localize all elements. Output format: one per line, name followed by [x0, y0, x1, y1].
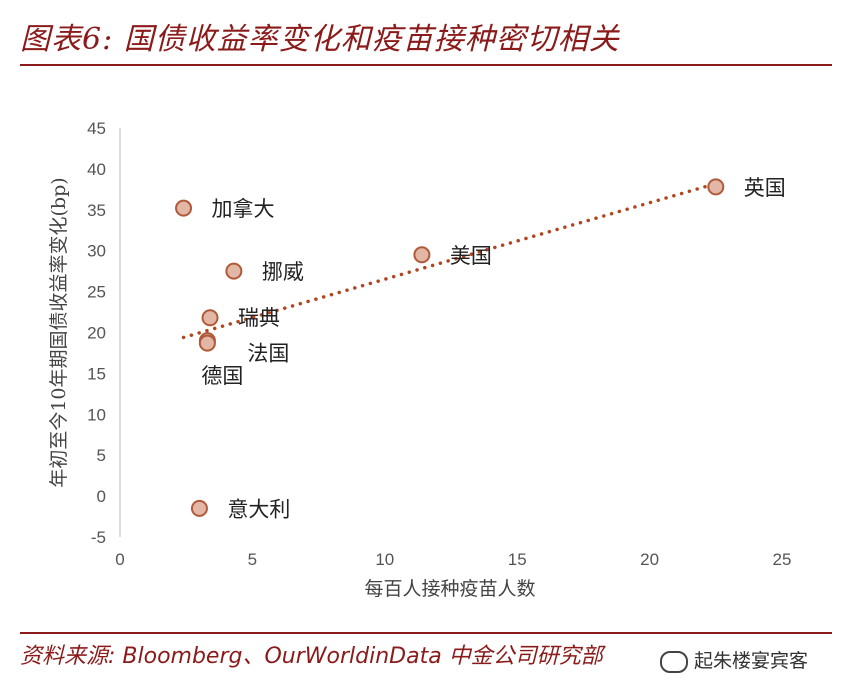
y-axis-label: 年初至今10年期国债收益率变化(bp)	[48, 177, 70, 487]
x-tick-label: 5	[248, 550, 257, 569]
x-tick-label: 25	[773, 550, 792, 569]
y-tick-label: 30	[87, 242, 106, 261]
point-label: 意大利	[227, 497, 290, 521]
data-point	[198, 334, 216, 352]
x-axis-label: 每百人接种疫苗人数	[364, 578, 535, 600]
watermark-text: 起朱楼宴宾客	[694, 650, 809, 672]
source-note: 资料来源: Bloomberg、OurWorldinData 中金公司研究部	[20, 644, 603, 669]
y-tick-label: 35	[87, 201, 106, 220]
trend-line	[181, 181, 718, 340]
title-rule	[20, 64, 832, 66]
chart-title: 图表6: 国债收益率变化和疫苗接种密切相关	[20, 22, 620, 57]
data-point	[225, 262, 243, 280]
data-point	[707, 178, 725, 196]
point-label: 美国	[450, 244, 492, 268]
y-tick-label: 10	[87, 405, 106, 424]
y-tick-label: 0	[97, 487, 106, 506]
wechat-icon	[660, 650, 688, 673]
point-label: 德国	[201, 364, 243, 388]
y-tick-label: 20	[87, 324, 106, 343]
y-tick-label: -5	[91, 528, 106, 547]
x-tick-label: 15	[508, 550, 527, 569]
point-label: 英国	[744, 176, 786, 200]
data-point	[413, 246, 431, 264]
y-tick-label: 45	[87, 119, 106, 138]
data-point	[190, 499, 208, 517]
x-tick-label: 0	[115, 550, 124, 569]
y-tick-label: 5	[97, 446, 106, 465]
point-label: 挪威	[262, 260, 304, 284]
data-point	[201, 309, 219, 327]
point-label: 瑞典	[238, 306, 280, 330]
point-label: 加拿大	[212, 197, 275, 221]
y-tick-label: 15	[87, 364, 106, 383]
y-tick-label: 40	[87, 160, 106, 179]
x-tick-label: 10	[375, 550, 394, 569]
watermark: 起朱楼宴宾客	[660, 646, 808, 673]
point-label: 法国	[247, 342, 289, 366]
source-rule	[20, 632, 832, 634]
data-point	[175, 199, 193, 217]
x-tick-label: 20	[640, 550, 659, 569]
y-tick-label: 25	[87, 283, 106, 302]
